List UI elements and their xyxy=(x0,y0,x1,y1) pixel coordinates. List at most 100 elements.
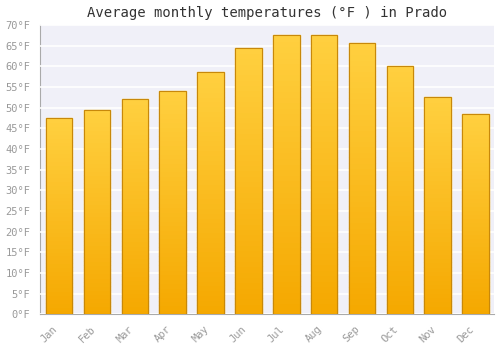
Bar xyxy=(122,138,148,142)
Bar xyxy=(235,272,262,277)
Bar xyxy=(311,219,338,225)
Bar xyxy=(235,48,262,314)
Bar xyxy=(424,223,451,228)
Bar xyxy=(46,275,72,279)
Bar xyxy=(160,91,186,96)
Bar xyxy=(386,116,413,121)
Bar xyxy=(160,104,186,109)
Bar xyxy=(462,114,489,118)
Bar xyxy=(386,285,413,289)
Bar xyxy=(84,278,110,282)
Bar xyxy=(462,130,489,134)
Bar xyxy=(311,231,338,236)
Bar xyxy=(311,292,338,298)
Bar xyxy=(462,138,489,142)
Bar xyxy=(84,110,110,314)
Bar xyxy=(160,96,186,100)
Bar xyxy=(198,116,224,121)
Bar xyxy=(122,289,148,293)
Bar xyxy=(386,250,413,255)
Bar xyxy=(198,309,224,314)
Bar xyxy=(122,241,148,246)
Bar xyxy=(462,170,489,174)
Bar xyxy=(46,310,72,314)
Bar xyxy=(198,77,224,82)
Bar xyxy=(273,219,299,225)
Bar xyxy=(235,282,262,288)
Bar xyxy=(348,54,375,60)
Bar xyxy=(46,177,72,181)
Bar xyxy=(122,160,148,164)
Bar xyxy=(424,171,451,175)
Bar xyxy=(348,71,375,76)
Bar xyxy=(462,118,489,122)
Bar xyxy=(235,176,262,181)
Bar xyxy=(84,208,110,212)
Bar xyxy=(311,303,338,309)
Bar xyxy=(122,164,148,168)
Bar xyxy=(122,284,148,289)
Bar xyxy=(235,202,262,208)
Bar xyxy=(311,153,338,158)
Title: Average monthly temperatures (°F ) in Prado: Average monthly temperatures (°F ) in Pr… xyxy=(88,6,448,20)
Bar xyxy=(235,160,262,165)
Bar xyxy=(122,130,148,134)
Bar xyxy=(348,98,375,103)
Bar xyxy=(424,184,451,188)
Bar xyxy=(386,146,413,150)
Bar xyxy=(273,309,299,314)
Bar xyxy=(46,193,72,196)
Bar xyxy=(424,115,451,119)
Bar xyxy=(311,91,338,97)
Bar xyxy=(198,247,224,252)
Bar xyxy=(198,106,224,111)
Bar xyxy=(84,224,110,229)
Bar xyxy=(273,253,299,259)
Bar xyxy=(462,162,489,166)
Bar xyxy=(311,225,338,231)
Bar xyxy=(160,198,186,203)
Bar xyxy=(348,282,375,287)
Bar xyxy=(348,222,375,228)
Bar xyxy=(84,302,110,306)
Bar xyxy=(386,200,413,205)
Bar xyxy=(122,117,148,121)
Bar xyxy=(84,110,110,314)
Bar xyxy=(424,232,451,236)
Bar xyxy=(424,267,451,271)
Bar xyxy=(386,101,413,106)
Bar xyxy=(84,118,110,122)
Bar xyxy=(462,114,489,314)
Bar xyxy=(235,149,262,154)
Bar xyxy=(198,203,224,208)
Bar xyxy=(424,301,451,306)
Bar xyxy=(273,91,299,97)
Bar xyxy=(160,172,186,176)
Bar xyxy=(235,154,262,160)
Bar xyxy=(235,224,262,229)
Bar xyxy=(122,271,148,276)
Bar xyxy=(160,238,186,243)
Bar xyxy=(273,35,299,314)
Bar xyxy=(160,207,186,212)
Bar xyxy=(311,69,338,74)
Bar xyxy=(46,165,72,169)
Bar xyxy=(160,265,186,270)
Bar xyxy=(424,167,451,171)
Bar xyxy=(122,173,148,177)
Bar xyxy=(198,208,224,213)
Bar xyxy=(198,72,224,77)
Bar xyxy=(84,204,110,208)
Bar xyxy=(462,182,489,186)
Bar xyxy=(46,201,72,204)
Bar xyxy=(160,100,186,104)
Bar xyxy=(84,179,110,183)
Bar xyxy=(386,66,413,314)
Bar xyxy=(235,304,262,309)
Bar xyxy=(46,279,72,283)
Bar xyxy=(424,202,451,206)
Bar xyxy=(311,52,338,57)
Bar xyxy=(348,168,375,174)
Bar xyxy=(160,91,186,314)
Bar xyxy=(424,128,451,132)
